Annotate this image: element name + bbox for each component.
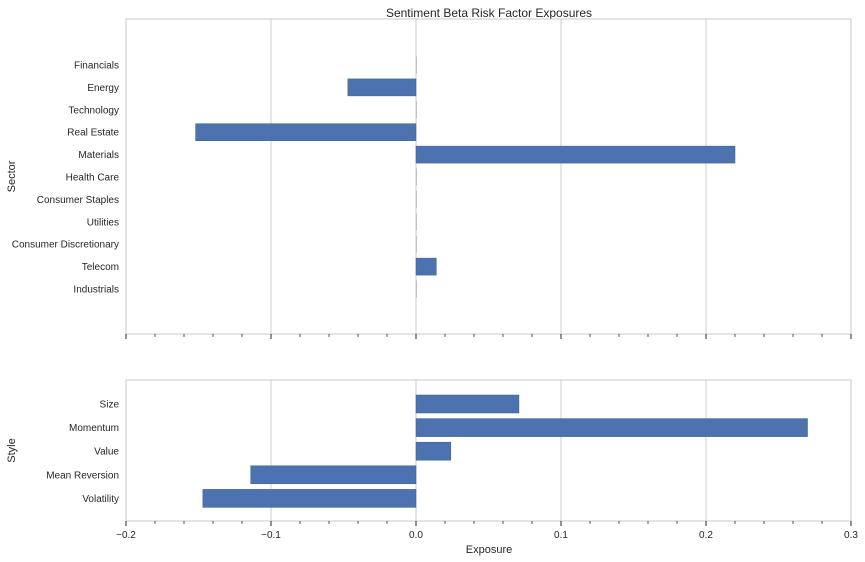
x-tick-label: −0.1 [261, 530, 281, 541]
x-tick-label: 0.3 [844, 530, 858, 541]
style-category-label: Value [94, 447, 119, 458]
sector-bar [347, 78, 417, 97]
sector-bar [416, 280, 417, 298]
x-tick-label: 0.0 [409, 530, 423, 541]
style-panel: −0.2 −0.1 0.0 0.1 0.2 0.3 Size Momentum Value Mea… [6, 379, 858, 541]
sector-panel: Financials Energy Technology Real Estate Mat… [6, 18, 852, 339]
sector-plot-frame [125, 18, 852, 335]
sector-bar [416, 168, 417, 186]
sector-bar [416, 213, 417, 231]
x-tick-label: 0.1 [554, 530, 568, 541]
sector-category-label: Consumer Staples [37, 195, 119, 206]
style-plot-frame [125, 379, 852, 522]
sector-bar [416, 56, 417, 74]
style-bar [202, 489, 417, 508]
style-bar [415, 441, 452, 461]
x-tick-label: 0.2 [699, 530, 713, 541]
style-y-axis-title: Style [6, 438, 18, 462]
sector-bar [416, 190, 417, 208]
sector-category-label: Materials [78, 150, 119, 161]
sector-category-label: Industrials [73, 285, 119, 296]
style-category-label: Volatility [82, 494, 119, 505]
sector-bar [415, 257, 437, 276]
sector-category-label: Technology [68, 105, 119, 116]
sector-category-label: Health Care [66, 173, 120, 184]
sector-y-axis-title: Sector [6, 160, 18, 192]
style-category-label: Momentum [69, 423, 119, 434]
style-category-label: Mean Reversion [46, 470, 119, 481]
sector-category-label: Financials [74, 61, 119, 72]
sector-category-label: Energy [87, 83, 119, 94]
sector-bar [195, 123, 417, 141]
x-axis-title: Exposure [466, 544, 512, 556]
style-bar [415, 394, 520, 414]
sector-bar [416, 101, 417, 119]
sector-category-label: Consumer Discretionary [12, 240, 119, 251]
style-bar [250, 465, 417, 485]
sector-bar [415, 145, 736, 164]
style-category-label: Size [100, 400, 120, 411]
chart-title: Sentiment Beta Risk Factor Exposures [386, 6, 592, 20]
sector-bar [416, 235, 417, 253]
style-bar [415, 418, 808, 437]
sector-category-label: Utilities [87, 217, 119, 228]
sector-category-label: Real Estate [67, 128, 119, 139]
x-tick-label: −0.2 [116, 530, 136, 541]
sector-category-label: Telecom [82, 262, 119, 273]
